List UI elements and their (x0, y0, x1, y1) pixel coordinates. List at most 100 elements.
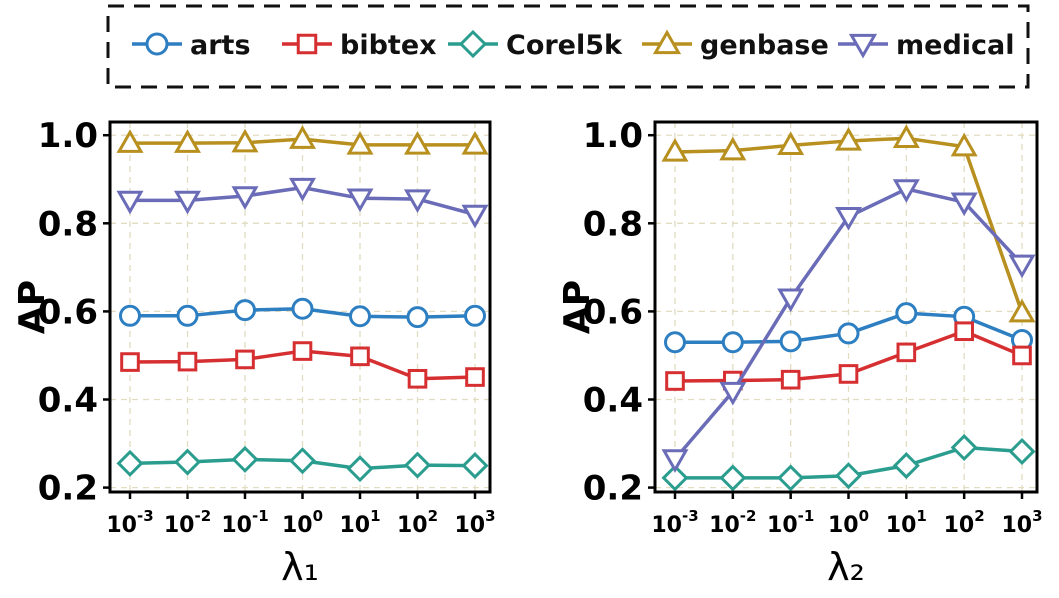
x-tick-label: 10-2 (709, 507, 756, 538)
legend: arts bibtex Corel5k genbase medical (106, 4, 1030, 89)
plot-1-frame (108, 120, 492, 494)
data-point (834, 126, 863, 151)
data-point (777, 131, 805, 156)
data-point (231, 445, 259, 473)
data-point (234, 299, 256, 322)
data-point (895, 302, 918, 325)
data-point (892, 124, 920, 148)
y-tick-label: 0.2 (38, 469, 98, 509)
legend-marker (652, 29, 682, 55)
data-point (719, 464, 747, 492)
series-genbase (116, 125, 489, 155)
data-point (719, 136, 747, 161)
legend-item-arts: arts (132, 30, 251, 61)
legend-marker (145, 32, 169, 56)
data-point (403, 130, 432, 155)
y-tick-label: 0.8 (38, 204, 98, 244)
data-point (407, 368, 428, 389)
data-point (779, 330, 802, 353)
data-point (837, 322, 860, 345)
data-point (721, 331, 744, 354)
plot-2: 0.2 0.4 0.6 0.8 1.0 10-3 10-2 10-1 100 101 102 103… (557, 116, 1043, 589)
data-point (465, 367, 485, 387)
data-point (292, 341, 313, 361)
plot-2-xlabel: λ₂ (827, 545, 865, 589)
y-tick-label: 0.4 (583, 381, 643, 421)
series-medical (661, 179, 1036, 473)
data-point (838, 364, 859, 384)
x-tick-label: 10-3 (106, 507, 153, 538)
data-point (892, 452, 920, 480)
series-corel5k (116, 445, 489, 483)
legend-label: medical (896, 30, 1015, 61)
y-tick-label: 0.6 (38, 292, 98, 332)
x-tick-label: 10-1 (221, 507, 268, 538)
data-point (288, 125, 317, 149)
plot-2-ylabel: AP (557, 280, 598, 334)
x-tick-label: 102 (397, 507, 438, 538)
y-tick-label: 0.2 (583, 469, 643, 509)
x-tick-label: 100 (828, 507, 869, 538)
plot-2-frame (653, 120, 1039, 494)
series-arts (119, 297, 486, 329)
data-point (954, 321, 974, 342)
data-point (1008, 298, 1036, 323)
data-point (661, 464, 689, 492)
data-point (461, 452, 489, 480)
y-tick-label: 0.8 (583, 204, 643, 244)
y-tick-label: 1.0 (583, 116, 643, 156)
data-point (288, 177, 317, 202)
data-point (896, 342, 917, 363)
legend-border (106, 4, 1030, 89)
x-tick-label: 10-3 (651, 507, 698, 538)
legend-marker (458, 29, 488, 59)
data-point (777, 288, 805, 313)
data-point (834, 462, 863, 490)
data-point (177, 351, 198, 372)
data-point (780, 369, 801, 390)
legend-label: arts (190, 30, 251, 61)
data-point (406, 306, 429, 329)
x-tick-label: 103 (454, 507, 495, 538)
x-tick-label: 10-1 (767, 507, 814, 538)
data-point (346, 455, 374, 483)
legend-marker (296, 33, 318, 55)
series-genbase (661, 124, 1036, 323)
series-medical (116, 177, 489, 229)
y-tick-label: 0.6 (583, 292, 643, 332)
legend-label: bibtex (340, 30, 437, 61)
data-point (834, 207, 863, 231)
legend-item-genbase: genbase (642, 29, 829, 61)
data-point (288, 447, 317, 475)
y-tick-label: 0.4 (38, 381, 98, 421)
x-tick-label: 101 (886, 507, 927, 538)
data-point (1008, 437, 1036, 465)
x-tick-label: 100 (282, 507, 323, 538)
data-point (661, 449, 689, 473)
series-arts (664, 302, 1033, 354)
data-point (116, 190, 144, 215)
data-point (461, 130, 489, 155)
data-point (464, 304, 486, 327)
x-tick-label: 10-2 (164, 507, 211, 538)
y-tick-label: 1.0 (38, 116, 98, 156)
data-point (176, 304, 199, 327)
plot-1-ylabel: AP (12, 280, 53, 334)
legend-label: genbase (700, 30, 829, 61)
series-bibtex (665, 321, 1032, 391)
data-point (346, 188, 374, 213)
data-point (403, 189, 432, 214)
data-point (231, 128, 259, 153)
legend-label: Corel5k (506, 30, 623, 61)
data-point (665, 371, 685, 391)
data-point (950, 132, 978, 157)
data-point (173, 129, 202, 153)
legend-item-bibtex: bibtex (282, 30, 437, 61)
data-point (116, 449, 144, 477)
data-point (950, 433, 978, 462)
data-point (291, 297, 314, 320)
data-point (119, 304, 141, 327)
data-point (661, 138, 689, 162)
data-point (235, 349, 255, 370)
